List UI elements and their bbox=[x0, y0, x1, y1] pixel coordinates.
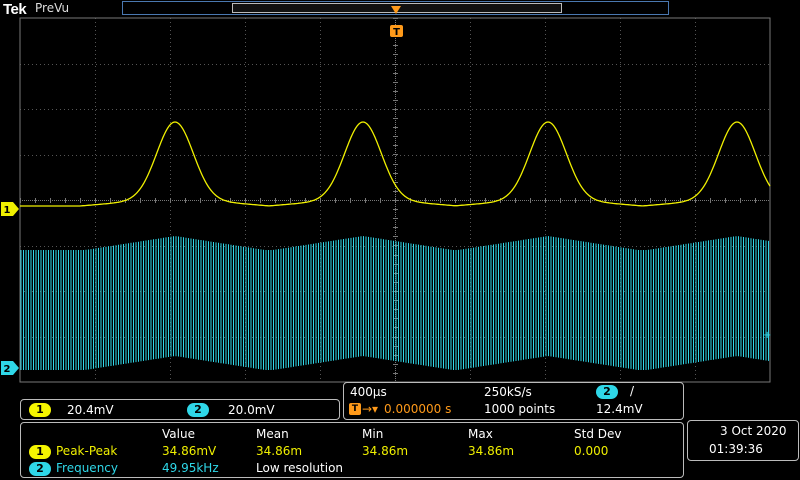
trigger-source-badge[interactable]: 2 bbox=[596, 385, 618, 399]
col-header-mean: Mean bbox=[256, 427, 289, 441]
timebase-panel[interactable]: 400µs 250kS/s 2 / T →▾ 0.000000 s 1000 p… bbox=[343, 382, 684, 420]
trigger-slope-icon: / bbox=[630, 384, 635, 398]
meas1-channel-badge[interactable]: 1 bbox=[29, 445, 51, 459]
meas1-max: 34.86m bbox=[468, 444, 515, 458]
ch1-scale: 20.4mV bbox=[67, 403, 114, 417]
col-header-min: Min bbox=[362, 427, 384, 441]
ch2-badge[interactable]: 2 bbox=[187, 403, 209, 417]
acquisition-mode: PreVu bbox=[35, 1, 70, 15]
meas1-value: 34.86mV bbox=[162, 444, 217, 458]
svg-text:1: 1 bbox=[4, 205, 11, 216]
delay-arrow-icon: →▾ bbox=[362, 402, 379, 416]
date-display: 3 Oct 2020 bbox=[720, 424, 787, 438]
time-per-div: 400µs bbox=[350, 385, 387, 399]
col-header-value: Value bbox=[162, 427, 195, 441]
trigger-marker-label: T bbox=[393, 27, 400, 38]
tek-logo: Tek bbox=[3, 1, 27, 18]
sample-rate: 250kS/s bbox=[484, 385, 532, 399]
graticule bbox=[20, 18, 769, 381]
meas1-stddev: 0.000 bbox=[574, 444, 609, 458]
svg-text:2: 2 bbox=[4, 364, 11, 375]
ch2-scale: 20.0mV bbox=[228, 403, 275, 417]
trigger-position-marker[interactable]: T bbox=[390, 6, 403, 38]
time-display: 01:39:36 bbox=[709, 442, 763, 456]
ch1-waveform bbox=[20, 121, 771, 207]
ch1-badge[interactable]: 1 bbox=[29, 403, 51, 417]
meas1-min: 34.86m bbox=[362, 444, 409, 458]
trigger-delay-icon: T bbox=[349, 403, 361, 415]
vertical-scale-panel[interactable]: 1 20.4mV 2 20.0mV bbox=[20, 399, 340, 420]
meas2-channel-badge[interactable]: 2 bbox=[29, 462, 51, 476]
ch2-waveform bbox=[20, 236, 769, 370]
record-overview-bar[interactable] bbox=[122, 1, 669, 15]
col-header-max: Max bbox=[468, 427, 493, 441]
trigger-delay: 0.000000 s bbox=[384, 402, 452, 416]
record-length: 1000 points bbox=[484, 402, 556, 416]
trigger-level-marker: + bbox=[763, 330, 771, 341]
col-header-stddev: Std Dev bbox=[574, 427, 622, 441]
trigger-level: 12.4mV bbox=[596, 402, 643, 416]
ch1-ground-marker[interactable]: 1 bbox=[1, 202, 19, 216]
measurements-panel[interactable]: Value Mean Min Max Std Dev 1 Peak-Peak 3… bbox=[20, 422, 684, 478]
ch2-ground-marker[interactable]: 2 bbox=[1, 361, 19, 375]
meas2-name[interactable]: Frequency bbox=[56, 461, 118, 475]
datetime-panel[interactable]: 3 Oct 2020 01:39:36 bbox=[687, 420, 799, 461]
meas2-note: Low resolution bbox=[256, 461, 344, 475]
meas1-name[interactable]: Peak-Peak bbox=[56, 444, 118, 458]
meas2-value: 49.95kHz bbox=[162, 461, 219, 475]
meas1-mean: 34.86m bbox=[256, 444, 303, 458]
